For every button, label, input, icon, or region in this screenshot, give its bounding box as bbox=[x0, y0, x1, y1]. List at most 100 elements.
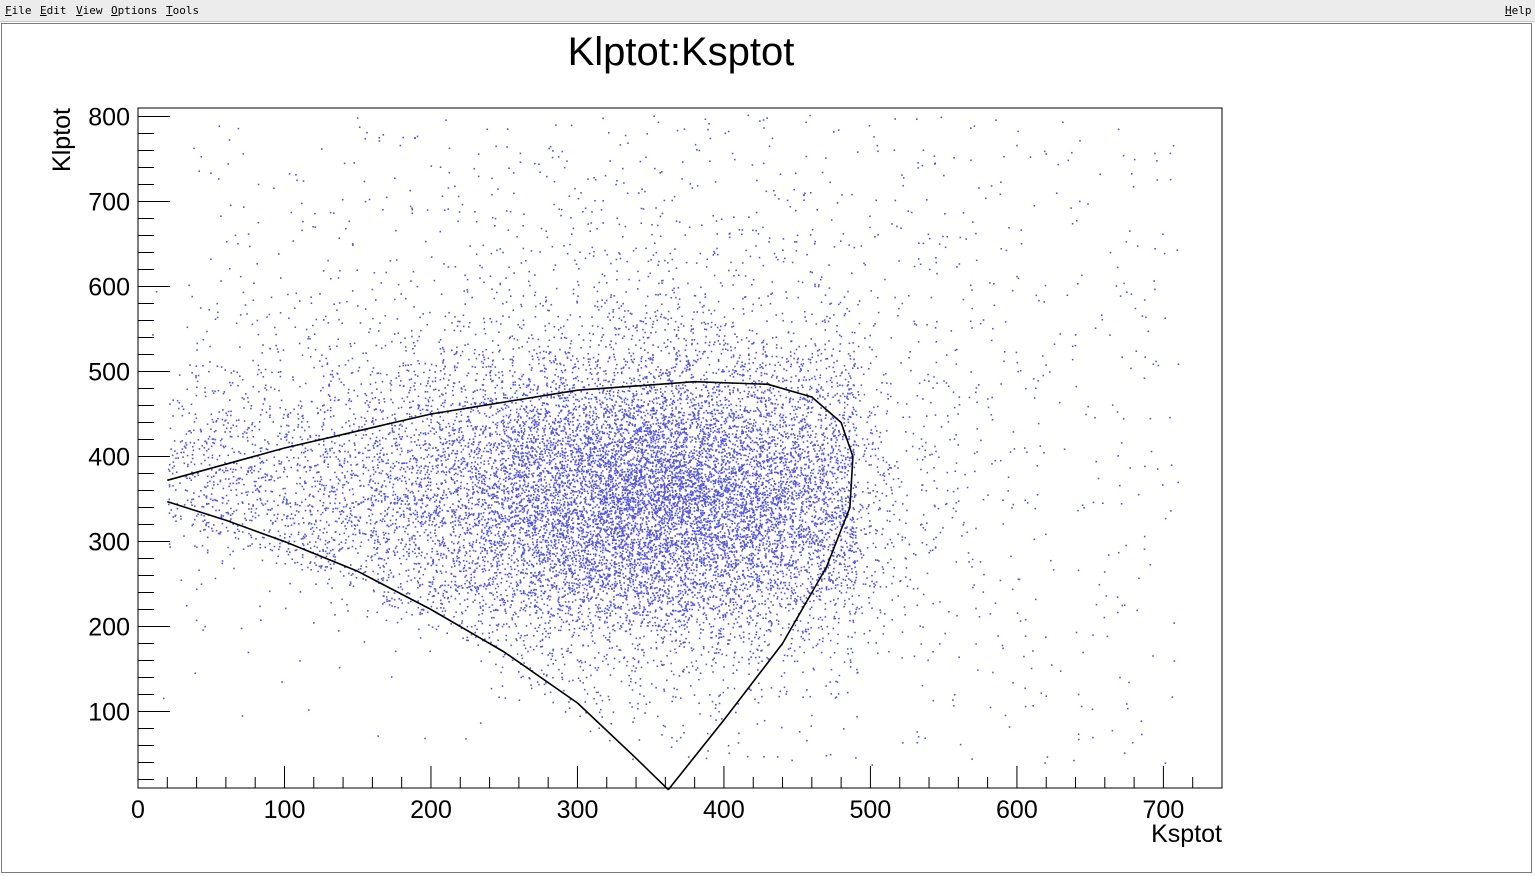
scatter-point bbox=[636, 459, 638, 462]
scatter-point bbox=[609, 490, 611, 492]
scatter-point bbox=[629, 570, 632, 572]
scatter-point bbox=[689, 559, 692, 561]
scatter-point bbox=[529, 667, 532, 669]
scatter-point bbox=[747, 435, 749, 437]
scatter-point bbox=[456, 555, 458, 558]
scatter-point bbox=[409, 389, 411, 392]
scatter-point bbox=[643, 383, 645, 386]
scatter-point bbox=[383, 453, 385, 456]
scatter-point bbox=[791, 564, 794, 567]
scatter-point bbox=[386, 453, 388, 455]
scatter-point bbox=[620, 441, 622, 443]
scatter-point bbox=[746, 755, 749, 758]
scatter-point bbox=[658, 429, 660, 431]
scatter-point bbox=[406, 396, 409, 398]
scatter-point bbox=[510, 559, 513, 561]
scatter-point bbox=[933, 467, 935, 469]
scatter-point bbox=[435, 511, 437, 514]
scatter-point bbox=[553, 434, 556, 437]
scatter-point bbox=[275, 344, 277, 347]
menu-help[interactable]: Help bbox=[1505, 4, 1532, 17]
scatter-point bbox=[602, 483, 605, 485]
scatter-point bbox=[798, 485, 801, 488]
scatter-point bbox=[760, 504, 762, 507]
scatter-point bbox=[799, 448, 802, 450]
scatter-point bbox=[750, 643, 753, 646]
scatter-point bbox=[677, 431, 679, 433]
scatter-point bbox=[853, 384, 855, 387]
plot-canvas[interactable]: Klptot:Ksptot 0 100 200 300 400 500 600 700 100… bbox=[1, 23, 1532, 873]
scatter-point bbox=[684, 453, 686, 456]
scatter-point bbox=[693, 468, 696, 470]
scatter-point bbox=[492, 462, 495, 464]
scatter-point bbox=[459, 561, 461, 564]
scatter-point bbox=[337, 482, 340, 485]
scatter-point bbox=[326, 409, 329, 412]
scatter-point bbox=[774, 412, 776, 415]
scatter-point bbox=[780, 516, 783, 518]
scatter-point bbox=[329, 456, 331, 458]
menu-view[interactable]: View bbox=[76, 4, 103, 17]
scatter-point bbox=[767, 570, 770, 572]
scatter-point bbox=[645, 366, 648, 368]
scatter-point bbox=[172, 485, 174, 487]
scatter-point bbox=[597, 526, 599, 528]
scatter-point bbox=[922, 527, 925, 529]
scatter-point bbox=[563, 581, 565, 583]
scatter-point bbox=[802, 637, 804, 640]
scatter-point bbox=[284, 487, 286, 490]
scatter-point bbox=[679, 460, 681, 463]
scatter-point bbox=[824, 546, 826, 548]
scatter-point bbox=[709, 525, 711, 528]
scatter-point bbox=[816, 209, 818, 211]
scatter-point bbox=[468, 326, 470, 328]
scatter-point bbox=[381, 484, 384, 486]
scatter-point bbox=[580, 527, 583, 529]
scatter-point bbox=[848, 565, 851, 567]
scatter-point bbox=[784, 507, 786, 510]
scatter-point bbox=[666, 438, 668, 440]
scatter-point bbox=[563, 385, 566, 387]
scatter-point bbox=[804, 569, 806, 571]
scatter-point bbox=[820, 418, 823, 421]
scatter-point bbox=[853, 453, 855, 456]
scatter-point bbox=[503, 465, 506, 468]
scatter-point bbox=[783, 672, 786, 674]
scatter-point bbox=[295, 174, 297, 176]
menu-options[interactable]: Options bbox=[111, 4, 158, 17]
scatter-point bbox=[708, 527, 711, 529]
scatter-point bbox=[430, 414, 433, 416]
scatter-point bbox=[694, 497, 697, 500]
scatter-point bbox=[572, 412, 574, 415]
scatter-point bbox=[840, 515, 842, 517]
scatter-point bbox=[271, 476, 273, 478]
scatter-point bbox=[715, 553, 718, 556]
scatter-point bbox=[641, 455, 644, 457]
scatter-point bbox=[571, 582, 573, 584]
scatter-point bbox=[877, 652, 879, 655]
scatter-point bbox=[740, 513, 743, 515]
scatter-point bbox=[633, 377, 635, 380]
scatter-point bbox=[465, 551, 467, 553]
scatter-point bbox=[483, 564, 486, 567]
scatter-point bbox=[663, 485, 666, 487]
menu-edit[interactable]: Edit bbox=[40, 4, 67, 17]
scatter-point bbox=[674, 559, 677, 562]
menu-file[interactable]: File bbox=[5, 4, 32, 17]
scatter-point bbox=[826, 531, 829, 534]
menu-tools[interactable]: Tools bbox=[166, 4, 200, 17]
scatter-point bbox=[719, 589, 722, 591]
scatter-point bbox=[378, 461, 381, 464]
scatter-point bbox=[642, 570, 645, 572]
scatter-point bbox=[525, 485, 527, 488]
scatter-point bbox=[414, 382, 416, 384]
scatter-point bbox=[657, 346, 659, 348]
scatter-point bbox=[897, 467, 899, 469]
scatter-point bbox=[719, 485, 722, 488]
scatter-point bbox=[225, 467, 227, 469]
scatter-point bbox=[673, 195, 676, 198]
scatter-point bbox=[557, 523, 559, 525]
scatter-point bbox=[715, 389, 718, 391]
scatter-point bbox=[768, 492, 771, 495]
scatter-point bbox=[692, 596, 694, 598]
